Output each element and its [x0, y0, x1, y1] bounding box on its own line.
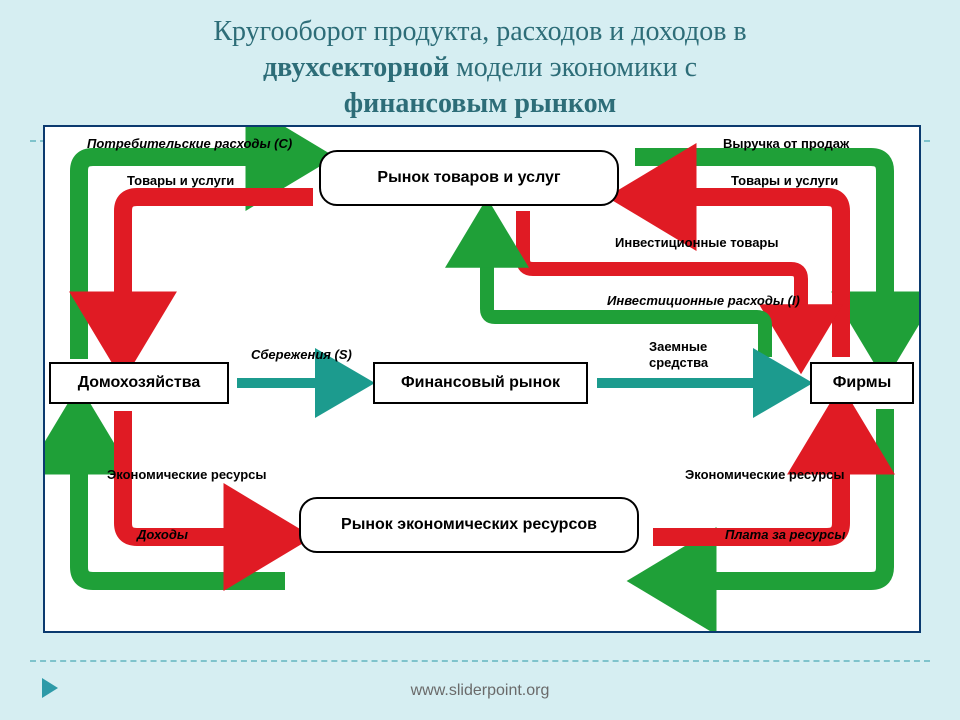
edge-label-7: Заемные: [649, 339, 707, 354]
edge-label-5: Инвестиционные расходы (I): [607, 293, 800, 308]
edge-label-0: Потребительские расходы (С): [87, 136, 292, 151]
edge-label-1: Выручка от продаж: [723, 136, 849, 151]
node-fin: Финансовый рынок: [373, 362, 588, 404]
edge-label-6: Сбережения (S): [251, 347, 352, 362]
edge-label-3: Товары и услуги: [731, 173, 838, 188]
node-house: Домохозяйства: [49, 362, 229, 404]
node-firms: Фирмы: [810, 362, 914, 404]
edge-label-12: Плата за ресурсы: [725, 527, 845, 542]
title-line1: Кругооборот продукта, расходов и доходов…: [213, 16, 746, 47]
title-bold1: двухсекторной: [263, 52, 449, 83]
edge-label-11: Доходы: [137, 527, 188, 542]
slide: Кругооборот продукта, расходов и доходов…: [0, 0, 960, 720]
title-bold2: финансовым рынком: [344, 88, 616, 119]
footer-url: www.sliderpoint.org: [0, 682, 960, 700]
title-line2-post: модели экономики с: [456, 52, 697, 83]
node-res: Рынок экономических ресурсов: [299, 497, 639, 553]
slide-title: Кругооборот продукта, расходов и доходов…: [0, 0, 960, 129]
edge-label-10: Экономические ресурсы: [685, 467, 845, 482]
divider-bottom: [30, 660, 930, 662]
node-goods: Рынок товаров и услуг: [319, 150, 619, 206]
edge-label-4: Инвестиционные товары: [615, 235, 778, 250]
edge-label-2: Товары и услуги: [127, 173, 234, 188]
edge-label-9: Экономические ресурсы: [107, 467, 267, 482]
edge-label-8: средства: [649, 355, 708, 370]
circular-flow-diagram: Рынок товаров и услуг Домохозяйства Финанс…: [43, 125, 921, 633]
